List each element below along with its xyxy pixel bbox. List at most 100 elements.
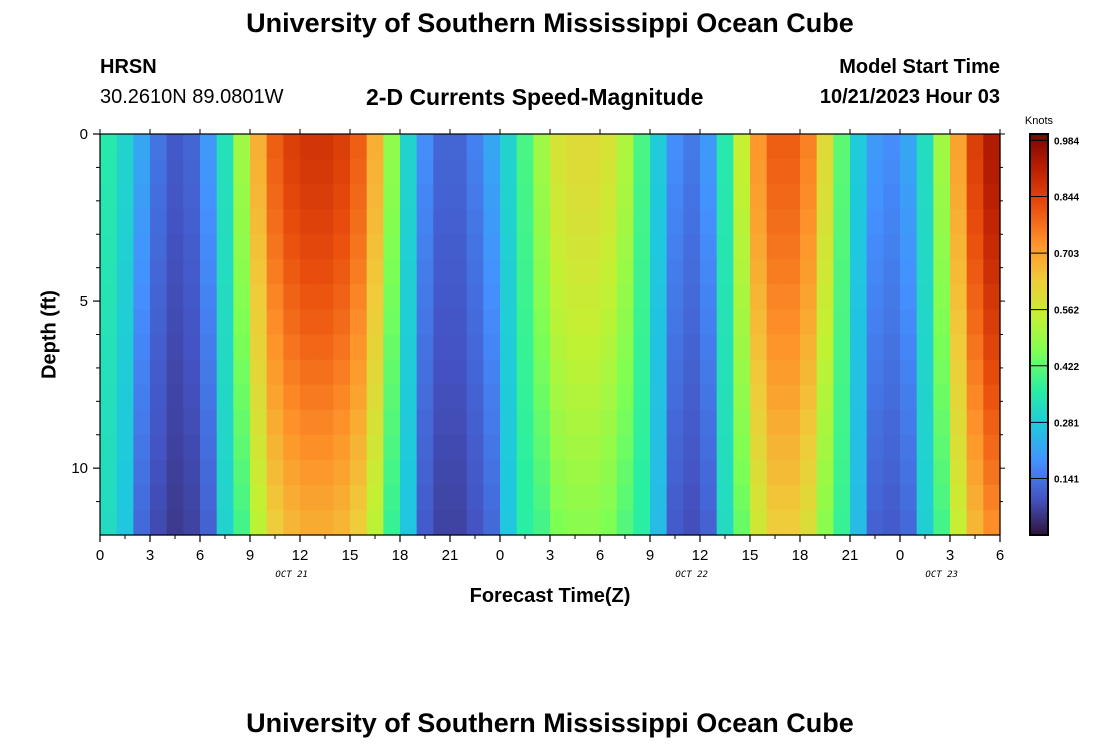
x-tick-label: 0	[96, 547, 104, 564]
heatmap-cell	[916, 159, 934, 185]
heatmap-cell	[283, 434, 301, 461]
heatmap-cell	[833, 384, 851, 411]
heatmap-cell	[100, 184, 118, 210]
heatmap-cell	[666, 259, 684, 285]
heatmap-cell	[533, 509, 551, 536]
heatmap-cell	[533, 284, 551, 311]
heatmap-cell	[883, 159, 901, 185]
heatmap-cell	[716, 409, 734, 436]
heatmap-cell	[733, 209, 751, 235]
heatmap-cell	[633, 134, 651, 160]
x-tick-label: 9	[246, 547, 254, 564]
heatmap-cell	[633, 259, 651, 285]
heatmap-cell	[766, 309, 784, 336]
heatmap-cell	[933, 334, 951, 361]
x-tick-label: 18	[792, 547, 809, 564]
heatmap-cell	[983, 384, 1001, 411]
heatmap-cell	[950, 459, 968, 486]
heatmap-cell	[183, 384, 201, 411]
heatmap-cell	[883, 184, 901, 210]
heatmap-cell	[283, 284, 301, 311]
heatmap-cell	[650, 509, 668, 536]
day-label: OCT 23	[925, 570, 958, 580]
heatmap-cell	[233, 284, 251, 311]
heatmap-cell	[533, 359, 551, 386]
heatmap-cell	[933, 209, 951, 235]
heatmap-cell	[766, 184, 784, 210]
chart-title: 2-D Currents Speed-Magnitude	[366, 84, 704, 110]
heatmap-cell	[800, 209, 818, 235]
heatmap-cell	[433, 409, 451, 436]
heatmap-cell	[600, 284, 618, 311]
heatmap-cell	[783, 484, 801, 511]
heatmap-cell	[266, 459, 284, 486]
heatmap-cell	[233, 259, 251, 285]
heatmap-cell	[600, 209, 618, 235]
heatmap-cell	[866, 359, 884, 386]
heatmap-cell	[666, 334, 684, 361]
heatmap-cell	[766, 434, 784, 461]
heatmap-cell	[616, 334, 634, 361]
heatmap-cell	[966, 484, 984, 511]
heatmap-cell	[583, 434, 601, 461]
heatmap-cell	[450, 184, 468, 210]
heatmap-cell	[950, 434, 968, 461]
heatmap-cell	[350, 334, 368, 361]
heatmap-cell	[516, 234, 534, 260]
heatmap-cell	[716, 284, 734, 311]
heatmap-cell	[700, 409, 718, 436]
heatmap-cell	[900, 434, 918, 461]
heatmap-cell	[266, 284, 284, 311]
heatmap-cell	[183, 134, 201, 160]
heatmap-cell	[400, 234, 418, 260]
heatmap-cell	[216, 384, 234, 411]
heatmap-cell	[233, 434, 251, 461]
heatmap-cell	[133, 134, 151, 160]
heatmap-cell	[466, 484, 484, 511]
heatmap-cell	[233, 309, 251, 336]
heatmap-cell	[766, 259, 784, 285]
heatmap-cell	[933, 384, 951, 411]
heatmap-cell	[416, 484, 434, 511]
heatmap-cell	[350, 384, 368, 411]
heatmap-cell	[216, 409, 234, 436]
heatmap-cell	[983, 359, 1001, 386]
heatmap-cell	[650, 134, 668, 160]
heatmap-cell	[950, 234, 968, 260]
heatmap-cell	[616, 359, 634, 386]
heatmap-cell	[316, 134, 334, 160]
heatmap-cell	[750, 459, 768, 486]
heatmap-cell	[450, 434, 468, 461]
heatmap-cell	[800, 509, 818, 536]
heatmap-cell	[916, 184, 934, 210]
heatmap-cell	[550, 284, 568, 311]
heatmap-cell	[733, 509, 751, 536]
heatmap-cell	[583, 409, 601, 436]
heatmap-cell	[450, 509, 468, 536]
heatmap-cell	[583, 459, 601, 486]
heatmap-cell	[533, 234, 551, 260]
heatmap-cell	[933, 459, 951, 486]
heatmap-cell	[933, 134, 951, 160]
heatmap-cell	[100, 284, 118, 311]
heatmap-cell	[766, 409, 784, 436]
heatmap-cell	[533, 459, 551, 486]
heatmap-cell	[600, 334, 618, 361]
heatmap-cell	[433, 509, 451, 536]
heatmap-cell	[433, 384, 451, 411]
heatmap-cell	[400, 484, 418, 511]
heatmap-cell	[866, 184, 884, 210]
heatmap-cell	[566, 334, 584, 361]
heatmap-cell	[833, 434, 851, 461]
heatmap-cell	[133, 359, 151, 386]
heatmap-cell	[483, 459, 501, 486]
heatmap-cell	[400, 309, 418, 336]
heatmap-cell	[566, 134, 584, 160]
heatmap-cell	[650, 359, 668, 386]
heatmap-cell	[766, 234, 784, 260]
heatmap-cell	[450, 384, 468, 411]
heatmap-cell	[433, 134, 451, 160]
heatmap-cell	[233, 509, 251, 536]
heatmap-cell	[250, 234, 268, 260]
heatmap-cell	[883, 359, 901, 386]
